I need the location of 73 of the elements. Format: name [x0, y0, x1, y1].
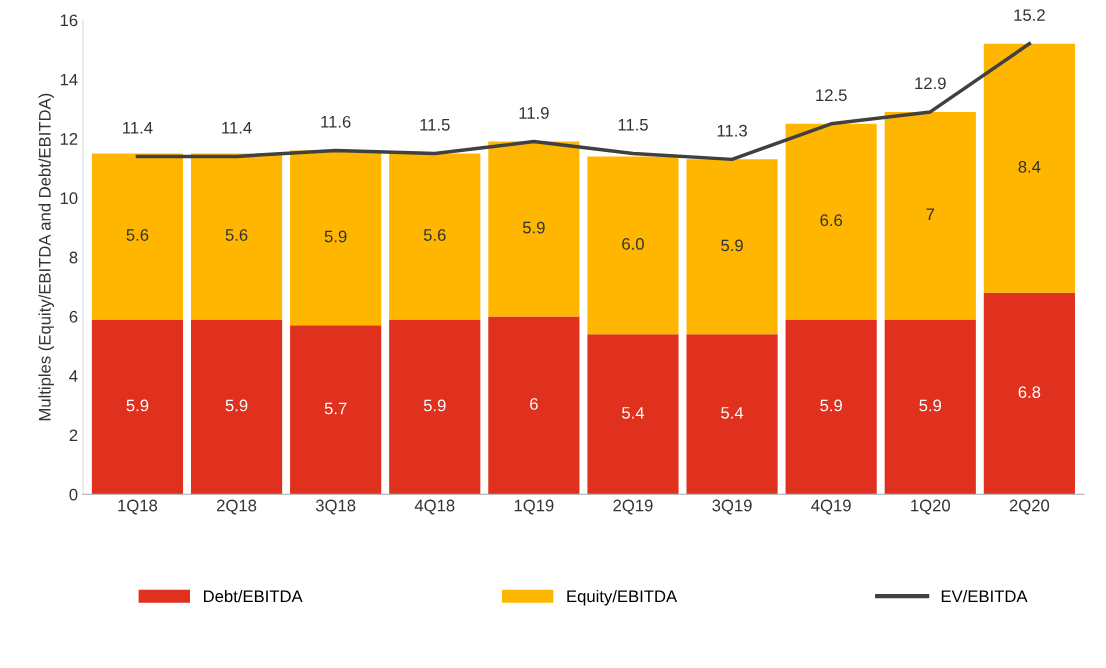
data-label: 11.4 — [222, 122, 252, 134]
data-label: 5.9 — [820, 399, 842, 412]
bar — [91, 153, 184, 320]
data-label: 11.5 — [618, 119, 648, 131]
bar — [785, 123, 877, 320]
data-label: 6.0 — [622, 237, 644, 250]
data-label: 12.9 — [915, 77, 946, 90]
x-tick-label: 1Q18 — [118, 499, 158, 515]
data-label: 6.8 — [1018, 386, 1041, 399]
bar — [686, 334, 778, 495]
x-tick-label: 2Q19 — [613, 499, 653, 515]
y-tick-label: 12 — [60, 133, 78, 145]
x-tick-label: 3Q18 — [315, 499, 356, 515]
data-label: 5.9 — [522, 221, 545, 234]
legend-label: EV/EBITDA — [941, 589, 1028, 603]
y-tick-label: 0 — [69, 488, 78, 501]
data-label: 5.4 — [721, 407, 744, 419]
y-tick-label: 8 — [69, 251, 78, 264]
bar — [587, 334, 679, 495]
y-axis-title: Multiples (Equity/EBITDA and Debt/EBITDA) — [38, 93, 54, 421]
data-label: 6.6 — [820, 214, 843, 227]
data-label: 5.7 — [324, 402, 347, 415]
data-label: 5.9 — [721, 239, 743, 252]
data-label: 5.9 — [324, 230, 347, 243]
bar — [884, 111, 976, 320]
y-tick-label: 16 — [60, 14, 78, 27]
data-label: 11.5 — [420, 119, 450, 131]
bar — [884, 319, 976, 495]
bar — [91, 319, 184, 495]
data-label: 11.6 — [321, 115, 351, 128]
data-label: 5.4 — [622, 407, 645, 419]
data-label: 5.9 — [423, 399, 446, 412]
y-tick-label: 10 — [60, 192, 78, 205]
bar — [983, 43, 1075, 293]
bar — [686, 159, 778, 335]
bar — [488, 141, 580, 317]
x-tick-label: 1Q19 — [514, 499, 554, 515]
bar — [983, 292, 1075, 495]
data-label: 6 — [530, 398, 538, 410]
bar — [290, 325, 382, 495]
x-tick-label: 3Q19 — [712, 499, 752, 515]
y-tick-label: 2 — [69, 429, 78, 442]
y-tick-label: 4 — [69, 370, 78, 382]
x-tick-label: 4Q19 — [811, 499, 851, 515]
data-label: 15.2 — [1014, 9, 1045, 22]
data-label: 5.9 — [919, 399, 942, 412]
data-label: 12.5 — [816, 89, 847, 102]
legend-label: Equity/EBITDA — [567, 589, 678, 606]
x-tick-label: 1Q20 — [911, 499, 951, 515]
x-tick-label: 2Q20 — [1009, 499, 1050, 515]
legend-label: Debt/EBITDA — [203, 589, 303, 603]
data-label: 5.6 — [126, 229, 149, 241]
x-tick-label: 2Q18 — [217, 499, 257, 515]
data-label: 11.4 — [123, 122, 153, 134]
bar — [785, 319, 877, 495]
data-label: 5.9 — [225, 399, 248, 412]
bar — [190, 153, 283, 320]
bar — [389, 319, 481, 495]
data-label: 8.4 — [1018, 160, 1041, 173]
y-tick-label: 6 — [69, 310, 78, 323]
data-label: 11.9 — [519, 107, 549, 119]
bar — [290, 150, 382, 326]
data-label: 5.9 — [126, 399, 149, 412]
data-label: 5.6 — [225, 229, 248, 241]
data-label: 11.3 — [717, 124, 747, 137]
bar — [587, 156, 679, 335]
data-label: 5.6 — [423, 229, 446, 241]
data-label: 7 — [926, 208, 935, 220]
bar — [190, 319, 283, 495]
x-tick-label: 4Q18 — [414, 499, 455, 515]
y-tick-label: 14 — [60, 73, 78, 86]
bar — [488, 316, 580, 495]
bar — [389, 153, 481, 320]
